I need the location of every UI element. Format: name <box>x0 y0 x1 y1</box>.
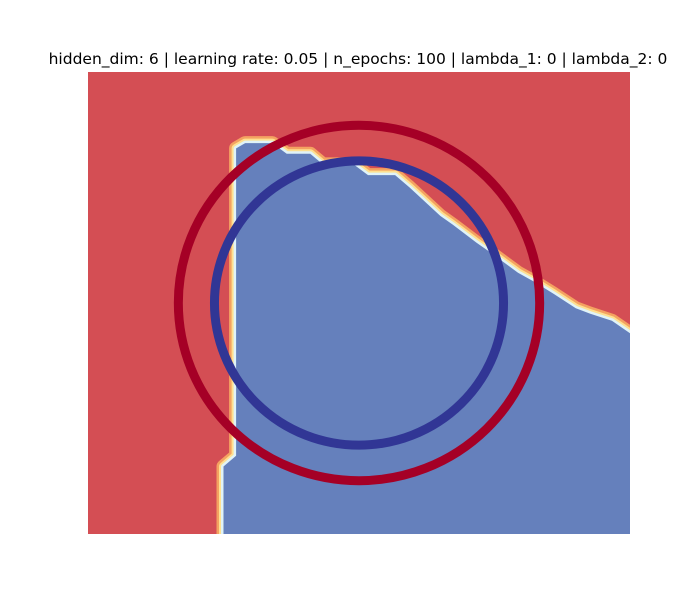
region-inner-class <box>223 143 630 534</box>
circle-series-1 <box>173 120 545 486</box>
chart-title: hidden_dim: 6 | learning rate: 0.05 | n_… <box>49 50 668 69</box>
plot-area <box>88 72 630 534</box>
circle-series-2 <box>209 156 509 450</box>
circle-series-group <box>173 120 545 486</box>
